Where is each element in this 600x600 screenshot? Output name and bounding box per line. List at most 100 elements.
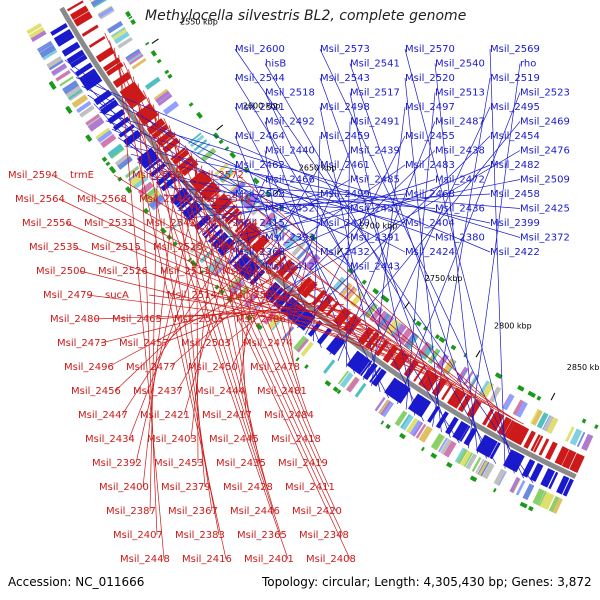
feature-mark <box>562 478 574 497</box>
gene-label: Msil_2600 <box>235 44 285 55</box>
gene-label: Msil_2412 <box>265 262 315 273</box>
gene-label: Msil_2399 <box>490 218 540 229</box>
feature-mark <box>295 357 300 362</box>
feature-mark <box>492 414 505 432</box>
gene-label: Msil_2474 <box>243 338 293 349</box>
feature-mark <box>331 276 344 291</box>
leader-line <box>272 294 358 316</box>
gene-label: Msil_2524 <box>208 218 258 229</box>
kbp-tick-label: 2600 kbp <box>243 101 281 110</box>
feature-mark <box>394 410 408 427</box>
feature-mark <box>107 143 124 159</box>
feature-mark <box>196 111 203 119</box>
feature-mark <box>237 257 252 272</box>
feature-mark <box>374 396 386 412</box>
feature-mark <box>489 442 501 460</box>
gene-label: Msil_2478 <box>250 362 300 373</box>
feature-mark <box>443 440 457 458</box>
leader-line <box>319 106 381 393</box>
feature-mark <box>306 254 321 271</box>
gene-label: rho <box>520 59 536 70</box>
gene-label: Msil_2372 <box>520 233 570 244</box>
leader-line <box>117 137 266 238</box>
gene-label: Msil_2569 <box>490 44 540 55</box>
gene-label: Msil_2403 <box>147 434 197 445</box>
feature-mark <box>53 29 73 44</box>
gene-label: Msil_2393 <box>265 233 315 244</box>
feature-mark <box>112 71 130 85</box>
feature-mark <box>329 337 346 356</box>
feature-mark <box>82 25 99 37</box>
feature-mark <box>452 421 467 440</box>
feature-mark <box>114 153 131 167</box>
gene-label: Msil_2481 <box>257 386 307 397</box>
feature-mark <box>156 58 162 64</box>
gene-label: Msil_2497 <box>405 102 455 113</box>
feature-mark <box>123 129 141 145</box>
gene-label: Msil_2572 <box>194 170 244 181</box>
gene-label: Msil_2487 <box>435 117 485 128</box>
feature-mark <box>153 88 168 100</box>
leader-line <box>198 193 236 235</box>
feature-mark <box>79 105 95 118</box>
leader-line <box>273 150 436 308</box>
feature-mark <box>150 50 158 57</box>
feature-mark <box>69 54 88 69</box>
kbp-tick-label: 2550 kbp <box>180 17 218 26</box>
gene-label: Msil_2450 <box>188 362 238 373</box>
feature-mark <box>113 31 130 45</box>
gene-label: Msil_2367 <box>168 506 218 517</box>
leader-line <box>99 111 521 238</box>
gene-label: Msil_2545 <box>201 194 251 205</box>
feature-mark <box>545 441 558 460</box>
gene-label: Msil_2518 <box>265 88 315 99</box>
gene-label: Msil_2517 <box>350 88 400 99</box>
gene-label: Msil_2483 <box>405 160 455 171</box>
feature-mark <box>417 399 431 418</box>
feature-mark <box>70 5 89 20</box>
gene-label: Msil_2419 <box>278 458 328 469</box>
feature-mark <box>522 483 535 501</box>
feature-mark <box>55 70 71 82</box>
feature-mark <box>552 497 563 514</box>
leader-line <box>113 47 227 560</box>
gene-label: Msil_2458 <box>490 189 540 200</box>
feature-mark <box>506 451 518 469</box>
gene-label: Msil_2465 <box>112 314 162 325</box>
leader-line <box>153 104 213 512</box>
feature-mark <box>348 319 362 335</box>
gene-label: Msil_2428 <box>223 482 273 493</box>
feature-mark <box>346 376 360 393</box>
feature-mark <box>441 383 453 401</box>
gene-label: Msil_2451 <box>350 204 400 215</box>
gene-label: Msil_2498 <box>320 102 370 113</box>
gene-label: Msil_2466 <box>265 175 315 186</box>
leader-line <box>137 83 158 536</box>
leader-line <box>111 128 351 238</box>
gene-label: Msil_2540 <box>435 59 485 70</box>
feature-mark <box>85 134 92 141</box>
gene-label: Msil_2440 <box>265 146 315 157</box>
gene-label: Msil_2477 <box>126 362 176 373</box>
feature-mark <box>167 73 173 79</box>
summary-text: Topology: circular; Length: 4,305,430 bp… <box>262 575 592 589</box>
feature-mark <box>382 316 395 332</box>
feature-mark <box>430 433 445 451</box>
feature-mark <box>420 446 425 452</box>
feature-mark <box>176 194 192 208</box>
leader-line <box>265 150 521 301</box>
gene-label: Msil_2424 <box>405 247 455 258</box>
feature-mark <box>397 354 410 372</box>
leader-line <box>254 222 302 392</box>
feature-mark <box>199 270 205 275</box>
gene-label: Msil_2501 <box>229 290 279 301</box>
feature-mark <box>304 364 309 369</box>
feature-mark <box>447 387 461 406</box>
feature-mark <box>316 327 331 344</box>
gene-label: Msil_2462 <box>235 160 285 171</box>
feature-mark <box>138 107 157 123</box>
leader-line <box>297 135 491 329</box>
leader-line <box>135 165 203 464</box>
feature-mark <box>357 358 371 375</box>
feature-mark <box>75 62 93 77</box>
